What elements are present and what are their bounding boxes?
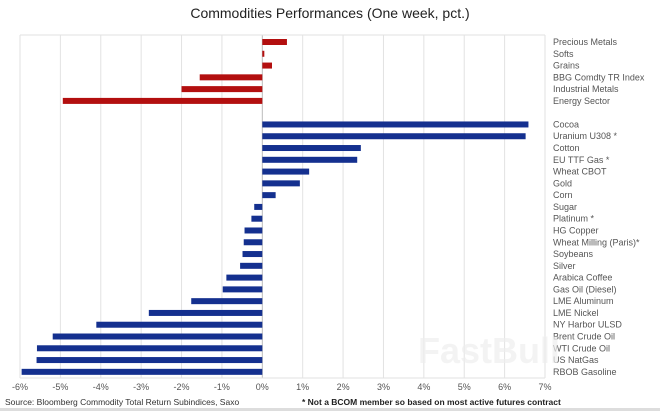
bar (148, 309, 263, 316)
bar (62, 97, 263, 104)
category-label: NY Harbor ULSD (553, 320, 622, 330)
footnote: * Not a BCOM member so based on most act… (302, 397, 561, 407)
x-tick-label: -2% (174, 382, 190, 392)
category-label: LME Aluminum (553, 296, 614, 306)
category-label: US NatGas (553, 355, 599, 365)
bar (262, 156, 358, 163)
category-label: Cotton (553, 143, 580, 153)
category-label: Brent Crude Oil (553, 332, 615, 342)
category-label: LME Nickel (553, 308, 599, 318)
category-label: Industrial Metals (553, 84, 619, 94)
category-label: Soybeans (553, 249, 594, 259)
category-label: Sugar (553, 202, 577, 212)
divider (0, 408, 660, 411)
category-label: BBG Comdty TR Index (553, 72, 645, 82)
bar (262, 192, 276, 199)
bar (251, 215, 263, 222)
x-tick-label: 6% (498, 382, 511, 392)
category-label: WTI Crude Oil (553, 343, 610, 353)
bar (262, 145, 361, 152)
category-label: RBOB Gasoline (553, 367, 617, 377)
x-tick-label: 0% (256, 382, 269, 392)
x-tick-label: 1% (296, 382, 309, 392)
bar (52, 333, 263, 340)
x-tick-label: -1% (214, 382, 230, 392)
chart-title: Commodities Performances (One week, pct.… (190, 5, 470, 21)
x-tick-label: -5% (52, 382, 68, 392)
bar (262, 62, 272, 69)
source-note: Source: Bloomberg Commodity Total Return… (5, 397, 240, 407)
bar (262, 39, 287, 45)
bar (36, 357, 263, 364)
category-label: HG Copper (553, 225, 599, 235)
bar (21, 368, 263, 375)
bar (96, 321, 263, 328)
x-tick-label: -4% (93, 382, 109, 392)
bar (181, 86, 263, 93)
category-label: Wheat CBOT (553, 167, 607, 177)
category-label: Cocoa (553, 119, 579, 129)
watermark-logo: FastBull (418, 330, 561, 371)
bar (254, 203, 263, 210)
x-tick-label: 7% (538, 382, 551, 392)
category-label: EU TTF Gas * (553, 155, 610, 165)
category-label: Gas Oil (Diesel) (553, 284, 617, 294)
bar (191, 298, 263, 305)
category-label: Uranium U308 * (553, 131, 618, 141)
bar (226, 274, 263, 281)
x-tick-label: 5% (458, 382, 471, 392)
x-tick-label: -6% (12, 382, 28, 392)
bar (240, 262, 263, 269)
category-label: Silver (553, 261, 576, 271)
bar (262, 50, 265, 57)
category-label: Softs (553, 49, 574, 59)
bar (36, 345, 263, 352)
category-label: Grains (553, 61, 580, 71)
category-label: Wheat Milling (Paris)* (553, 237, 640, 247)
x-tick-label: 3% (377, 382, 390, 392)
bar (262, 133, 526, 140)
bar (242, 251, 263, 258)
x-tick-label: 2% (337, 382, 350, 392)
bar (244, 227, 263, 234)
category-label: Arabica Coffee (553, 273, 612, 283)
x-tick-label: 4% (417, 382, 430, 392)
category-label: Precious Metals (553, 37, 618, 47)
bar (222, 286, 263, 293)
category-label: Corn (553, 190, 573, 200)
category-label: Gold (553, 178, 572, 188)
bar (243, 239, 263, 246)
x-tick-label: -3% (133, 382, 149, 392)
bar (262, 168, 310, 175)
category-label: Platinum * (553, 214, 595, 224)
bar (262, 121, 529, 128)
bar (262, 180, 300, 187)
bar (199, 74, 263, 81)
category-label: Energy Sector (553, 96, 610, 106)
